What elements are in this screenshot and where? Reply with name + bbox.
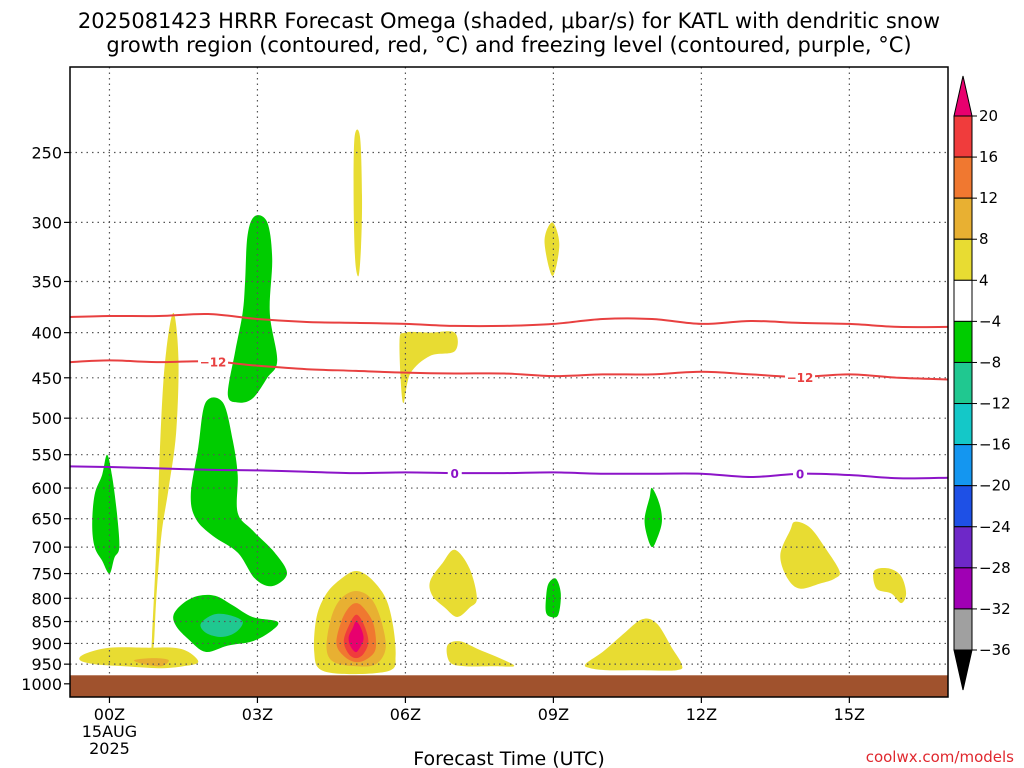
colorbar-label: −16 <box>979 436 1011 454</box>
y-tick-label: 850 <box>31 613 62 632</box>
colorbar-segment <box>953 526 973 569</box>
y-tick-label: 700 <box>31 538 62 557</box>
x-tick-date-label: 15AUG <box>82 722 137 741</box>
x-tick-label: 12Z <box>686 705 717 724</box>
omega-region <box>200 613 243 637</box>
contour-label: −12 <box>200 356 227 370</box>
y-tick-label: 550 <box>31 446 62 465</box>
colorbar-segment <box>953 608 973 651</box>
y-tick-label: 1000 <box>21 675 62 694</box>
colorbar-segment <box>953 403 973 446</box>
plot-layer: −12 −12 0 0 <box>70 67 948 697</box>
x-tick-label: 06Z <box>390 705 421 724</box>
colorbar-label: −36 <box>979 641 1011 659</box>
colorbar-segment <box>953 444 973 487</box>
omega-region <box>644 487 662 548</box>
credit-text: coolwx.com/models <box>866 748 1014 766</box>
contour-label: 0 <box>451 467 459 481</box>
colorbar-label: 16 <box>979 148 998 166</box>
colorbar-label: 12 <box>979 189 998 207</box>
colorbar-segment <box>953 115 973 158</box>
omega-region <box>545 578 561 618</box>
colorbar-label: −32 <box>979 600 1011 618</box>
y-tick-label: 350 <box>31 272 62 291</box>
colorbar-segment <box>953 320 973 363</box>
contour-label-bg <box>793 466 808 481</box>
contour-label: −12 <box>787 371 814 385</box>
y-tick-label: 950 <box>31 655 62 674</box>
y-tick-label: 400 <box>31 324 62 343</box>
y-tick-label: 800 <box>31 589 62 608</box>
omega-region <box>780 521 840 589</box>
omega-region <box>584 618 683 671</box>
colorbar-segment <box>953 279 973 322</box>
x-tick-label: 09Z <box>538 705 569 724</box>
gridlines <box>70 67 948 676</box>
colorbar-label: −28 <box>979 559 1011 577</box>
colorbar-bottom-arrow <box>953 649 973 691</box>
chart-title-line1: 2025081423 HRRR Forecast Omega (shaded, … <box>78 9 940 33</box>
colorbar-label: −12 <box>979 395 1011 413</box>
omega-region <box>429 549 477 617</box>
omega-region <box>133 658 169 667</box>
x-axis-label: Forecast Time (UTC) <box>413 748 604 768</box>
omega-region <box>79 647 199 669</box>
x-tick-year-label: 2025 <box>89 739 130 758</box>
omega-region <box>353 129 363 277</box>
contour-line <box>70 312 948 329</box>
y-tick-label: 650 <box>31 510 62 529</box>
omega-shading <box>79 129 907 675</box>
temperature-contours: −12 −12 0 0 <box>70 312 948 482</box>
colorbar-segment <box>953 197 973 240</box>
x-tick-label: 03Z <box>242 705 273 724</box>
y-tick-label: 750 <box>31 565 62 584</box>
y-tick-label: 300 <box>31 213 62 232</box>
y-tick-label: 250 <box>31 144 62 163</box>
colorbar-label: 20 <box>979 107 998 125</box>
colorbar-segment <box>953 361 973 405</box>
contour-label-bg <box>447 466 462 481</box>
contour-label-bg <box>785 369 816 384</box>
omega-region <box>348 621 364 653</box>
omega-region <box>151 312 179 659</box>
colorbar-label: −24 <box>979 518 1011 536</box>
omega-region <box>399 331 458 404</box>
colorbar: 20 16 12 8 4 −4 −8 −12 −16 −20 −24 −28 −32 −36 <box>953 75 1011 691</box>
omega-region <box>873 567 907 604</box>
x-tick-label: 15Z <box>834 705 865 724</box>
omega-region <box>227 215 278 403</box>
x-tick-label: 00Z <box>94 705 125 724</box>
colorbar-label: −20 <box>979 477 1011 495</box>
y-tick-label: 500 <box>31 409 62 428</box>
colorbar-segment <box>953 156 973 199</box>
plot-frame <box>69 66 949 698</box>
omega-region <box>190 397 288 587</box>
colorbar-segment <box>953 567 973 610</box>
axis-layer: 250 300 350 400 450 500 550 600 650 700 750 800 850 9… <box>21 144 865 758</box>
y-tick-label: 900 <box>31 634 62 653</box>
colorbar-segment <box>953 238 973 281</box>
colorbar-top-arrow <box>953 75 973 117</box>
colorbar-label: −4 <box>979 312 1001 330</box>
colorbar-label: 8 <box>979 230 989 248</box>
contour-label-bg <box>198 354 229 369</box>
colorbar-segment <box>953 485 973 528</box>
omega-region <box>92 454 120 574</box>
omega-region <box>446 641 515 667</box>
contour-label: 0 <box>796 468 804 482</box>
y-tick-label: 450 <box>31 369 62 388</box>
colorbar-label: 4 <box>979 271 989 289</box>
y-tick-label: 600 <box>31 479 62 498</box>
chart-title-line2: growth region (contoured, red, °C) and f… <box>106 33 911 57</box>
ground-terrain <box>70 675 948 697</box>
colorbar-label: −8 <box>979 353 1001 371</box>
omega-region <box>544 222 560 277</box>
